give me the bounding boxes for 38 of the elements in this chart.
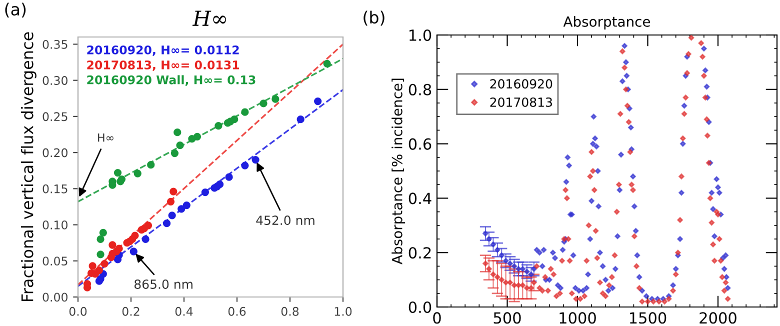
y-tick-label: 0.05 xyxy=(42,256,68,266)
y-tick-label: 0.15 xyxy=(42,184,68,194)
x-tick-label: 0.2 xyxy=(122,306,140,316)
y-tick-label: 0.4 xyxy=(408,192,432,204)
text: (a) xyxy=(5,2,26,18)
legend-label: 20170813 xyxy=(490,97,552,107)
x-tick-label: 1000 xyxy=(560,312,596,324)
y-tick-label: 0.10 xyxy=(42,220,68,230)
x-tick-label: 0 xyxy=(433,312,441,324)
y-tick-label: 0.20 xyxy=(42,148,68,158)
x-tick-label: 500 xyxy=(494,312,521,324)
annotation: H∞ xyxy=(98,134,114,142)
x-tick-label: 0.8 xyxy=(281,306,299,316)
y-tick-label: 0.30 xyxy=(42,76,68,85)
x-tick-label: 1.0 xyxy=(334,306,352,316)
x-tick-label: 0.4 xyxy=(175,306,193,316)
annotation: 452.0 nm xyxy=(256,216,314,226)
y-axis-title: Fractional vertical flux divergence xyxy=(20,32,36,302)
y-tick-label: 0.2 xyxy=(408,247,431,259)
chart-title: H∞ xyxy=(192,10,226,26)
y-tick-label: 0.35 xyxy=(42,40,68,49)
legend-label: 20160920 xyxy=(490,79,552,89)
x-tick-label: 0.6 xyxy=(228,306,246,316)
annotation: 865.0 nm xyxy=(134,280,192,289)
y-tick-label: 0.6 xyxy=(408,138,432,150)
series-label: 20160920 Wall, H∞= 0.13 xyxy=(87,75,256,86)
text: 20170813, H∞= 0.0131 xyxy=(87,60,240,71)
y-axis-title: Absorptance [% incidence] xyxy=(392,78,406,264)
x-tick-label: 0.0 xyxy=(69,306,87,316)
text: 20160920, H∞= 0.0112 xyxy=(87,45,239,56)
x-tick-label: 1500 xyxy=(630,312,666,324)
y-tick-label: 0.8 xyxy=(408,84,432,96)
y-tick-label: 1.0 xyxy=(410,29,432,42)
chart-title: Absorptance xyxy=(563,16,650,30)
y-tick-label: 0.25 xyxy=(42,112,68,122)
y-tick-label: 0.00 xyxy=(42,292,68,302)
x-tick-label: 2000 xyxy=(700,312,736,324)
text: (b) xyxy=(364,10,384,26)
